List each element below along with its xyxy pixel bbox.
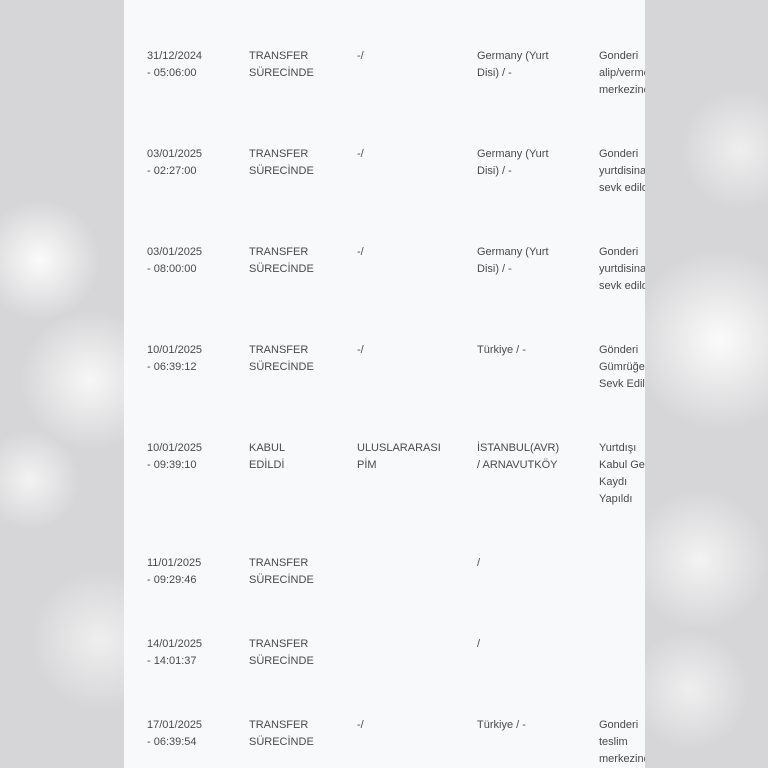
cell-location: Germany (Yurt Disi) / - [477, 50, 549, 79]
cell-date: 03/01/2025 - 02:27:00 [147, 148, 203, 177]
cell-date: 31/12/2024 - 05:06:00 [147, 50, 203, 79]
cell-date: 14/01/2025 - 14:01:37 [147, 638, 203, 667]
cell-location: Germany (Yurt Disi) / - [477, 148, 549, 177]
cell-date: 10/01/2025 - 06:39:12 [147, 344, 203, 373]
cell-location: / [477, 557, 481, 569]
cell-location: Germany (Yurt Disi) / - [477, 246, 549, 275]
cell-status: TRANSFER SÜRECİNDE [249, 719, 314, 748]
cell-status: TRANSFER SÜRECİNDE [249, 148, 314, 177]
cell-status: KABUL EDİLDİ [249, 442, 286, 471]
cell-status: TRANSFER SÜRECİNDE [249, 344, 314, 373]
cell-description: Yurtdışı Kabul Geliş Kaydı Yapıldı [599, 442, 645, 505]
cell-unit: -/ [357, 719, 364, 731]
tracking-history-panel: 31/12/2024 - 05:06:00 TRANSFER SÜRECİNDE -… [124, 0, 645, 768]
cell-status: TRANSFER SÜRECİNDE [249, 557, 314, 586]
cell-status: TRANSFER SÜRECİNDE [249, 50, 314, 79]
cell-unit: -/ [357, 344, 364, 356]
cell-status: TRANSFER SÜRECİNDE [249, 246, 314, 275]
cell-description: Gonderi teslim merkezinde [599, 719, 645, 765]
cell-unit: -/ [357, 246, 364, 258]
cell-description: Gonderi yurtdisina sevk edildi [599, 246, 645, 292]
cell-description: Gonderi alip/verme merkezinde [599, 50, 645, 96]
cell-description: Gönderi Gümrüğe Sevk Edildi [599, 344, 645, 390]
cell-date: 17/01/2025 - 06:39:54 [147, 719, 203, 748]
cell-status: TRANSFER SÜRECİNDE [249, 638, 314, 667]
cell-location: İSTANBUL(AVR) / ARNAVUTKÖY [477, 442, 560, 471]
cell-date: 10/01/2025 - 09:39:10 [147, 442, 203, 471]
cell-unit: -/ [357, 148, 364, 160]
cell-description: Gonderi yurtdisina sevk edildi [599, 148, 645, 194]
cell-date: 11/01/2025 - 09:29:46 [147, 557, 202, 586]
cell-unit: -/ [357, 50, 364, 62]
cell-unit: ULUSLARARASI PİM [357, 442, 441, 471]
cell-location: Türkiye / - [477, 344, 526, 356]
cell-location: Türkiye / - [477, 719, 526, 731]
cell-date: 03/01/2025 - 08:00:00 [147, 246, 203, 275]
cell-location: / [477, 638, 481, 650]
